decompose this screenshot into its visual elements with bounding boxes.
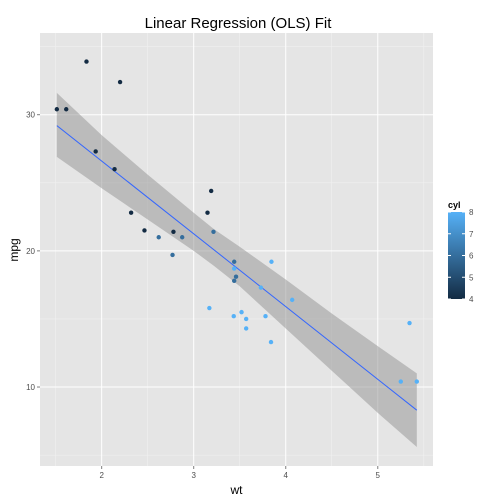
legend-label: 5 [469, 273, 474, 282]
data-point [54, 107, 60, 112]
data-point [128, 210, 134, 215]
legend-label: 4 [469, 295, 474, 304]
data-point [268, 339, 274, 345]
x-tick-label: 5 [376, 471, 381, 480]
data-point [93, 149, 98, 154]
data-point [208, 188, 214, 194]
legend-title: cyl [448, 200, 461, 210]
data-point [170, 252, 175, 258]
data-point [263, 314, 268, 319]
data-point [142, 228, 147, 233]
y-axis-title: mpg [7, 238, 21, 261]
x-axis-ticks: 2 3 4 5 [99, 466, 381, 480]
legend-ticks: 8 7 6 5 4 [448, 208, 474, 304]
y-tick-label: 10 [26, 383, 35, 392]
chart-title: Linear Regression (OLS) Fit [145, 15, 333, 32]
legend-label: 6 [469, 252, 474, 261]
data-point [207, 305, 212, 311]
y-tick-label: 20 [26, 247, 35, 256]
data-point [231, 278, 237, 284]
data-point [233, 274, 239, 279]
data-point [171, 229, 176, 234]
data-point [231, 266, 237, 271]
data-point [84, 59, 89, 64]
color-legend: cyl 8 7 6 5 4 [448, 200, 474, 304]
x-tick-label: 3 [191, 471, 196, 480]
data-point [243, 316, 249, 322]
data-point [407, 320, 412, 326]
data-point [205, 210, 210, 215]
confidence-band [56, 92, 417, 447]
x-tick-label: 4 [284, 471, 289, 480]
data-point [414, 379, 420, 384]
data-point [398, 379, 403, 384]
data-points [54, 59, 420, 384]
data-point [269, 259, 274, 264]
y-tick-label: 30 [26, 111, 35, 120]
y-axis-ticks: 10 20 30 [26, 111, 40, 392]
legend-colorbar [448, 212, 465, 299]
data-point [231, 314, 236, 319]
data-point [179, 235, 185, 240]
regression-line [56, 125, 418, 411]
data-point [112, 166, 117, 172]
data-point [258, 285, 264, 290]
x-axis-title: wt [230, 483, 244, 497]
legend-label: 7 [469, 230, 474, 239]
data-point [211, 229, 216, 234]
data-point [243, 326, 249, 331]
legend-label: 8 [469, 208, 474, 217]
data-point [239, 309, 244, 315]
data-point [156, 235, 161, 240]
data-point [231, 259, 237, 264]
data-point [64, 107, 69, 112]
data-point [117, 79, 123, 85]
data-point [289, 297, 295, 303]
x-tick-label: 2 [99, 471, 104, 480]
